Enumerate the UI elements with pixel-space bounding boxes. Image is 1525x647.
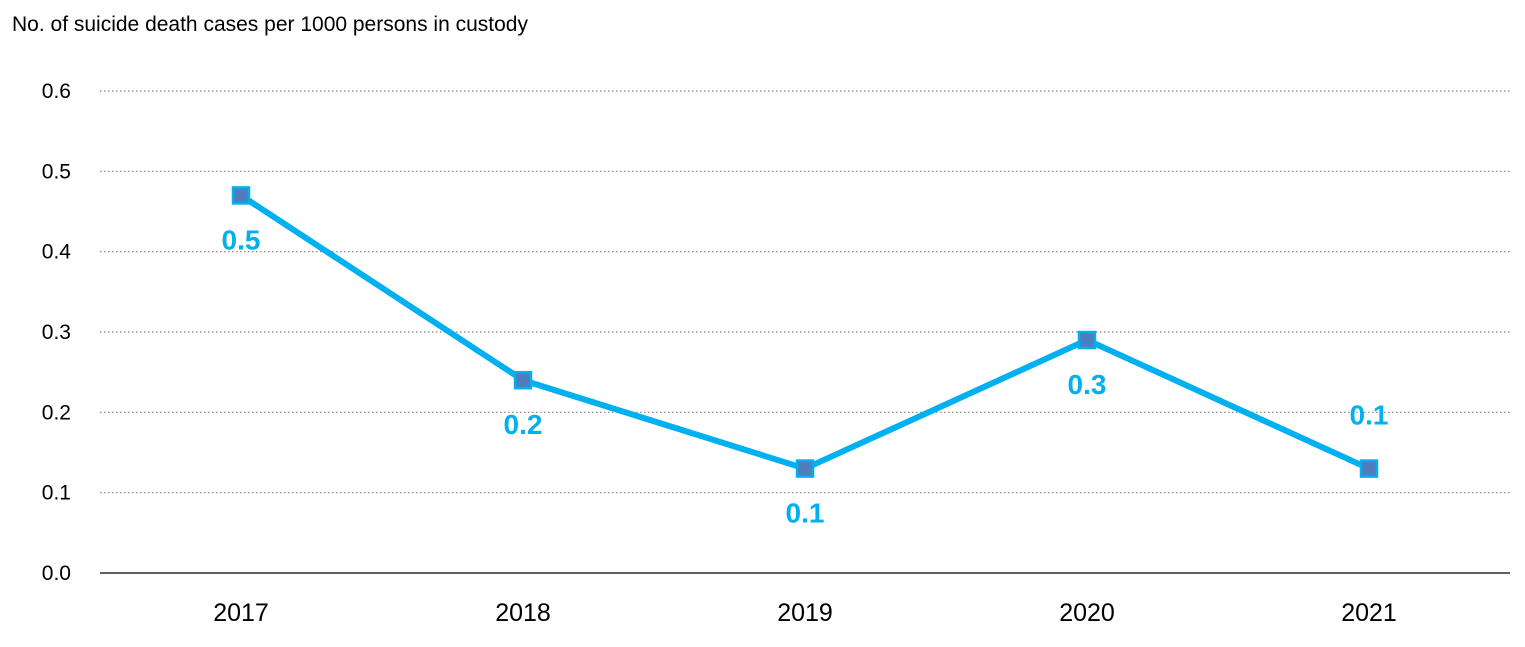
y-tick-label: 0.1 (42, 482, 71, 505)
y-tick-label: 0.3 (42, 321, 71, 344)
data-point-marker (795, 459, 815, 478)
y-tick-label: 0.2 (42, 401, 71, 424)
x-tick-label: 2018 (495, 599, 551, 627)
y-tick-label: 0.4 (42, 241, 72, 264)
y-axis-title: No. of suicide death cases per 1000 pers… (12, 13, 528, 36)
x-tick-label: 2020 (1059, 599, 1115, 627)
gridlines (100, 90, 1510, 494)
y-axis-ticks: 0.0 0.1 0.2 0.3 0.4 0.5 0.6 (42, 80, 72, 585)
x-tick-label: 2017 (213, 599, 269, 627)
data-point-marker (231, 186, 251, 205)
y-tick-label: 0.5 (42, 160, 71, 183)
x-tick-label: 2019 (777, 599, 833, 627)
data-label: 0.3 (1068, 369, 1107, 400)
data-label: 0.2 (504, 409, 543, 440)
data-point-marker (513, 370, 533, 390)
data-point-marker (1359, 459, 1379, 478)
data-label: 0.5 (222, 224, 261, 255)
data-labels: 0.5 0.2 0.1 0.3 0.1 (222, 224, 1389, 528)
data-label: 0.1 (1350, 400, 1389, 431)
x-axis-ticks: 2017 2018 2019 2020 2021 (213, 599, 1397, 627)
x-tick-label: 2021 (1341, 599, 1397, 627)
series-group (231, 186, 1379, 478)
data-label: 0.1 (786, 498, 825, 529)
y-tick-label: 0.0 (42, 562, 71, 585)
data-point-marker (1077, 330, 1097, 350)
y-tick-label: 0.6 (42, 80, 71, 103)
